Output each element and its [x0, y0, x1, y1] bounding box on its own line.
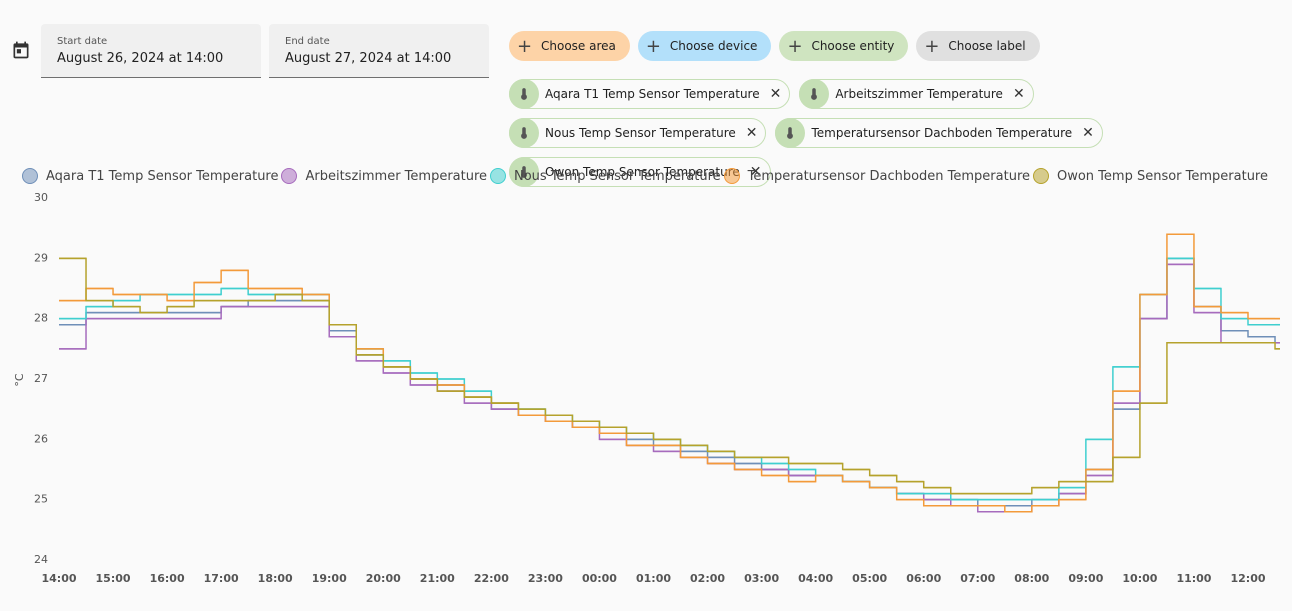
entity-name: Aqara T1 Temp Sensor Temperature: [545, 87, 760, 101]
button-label: Choose label: [948, 39, 1026, 53]
x-tick-label: 14:00: [41, 572, 76, 585]
x-tick-label: 23:00: [528, 572, 563, 585]
y-axis-label: °C: [13, 373, 26, 387]
x-tick-label: 04:00: [798, 572, 833, 585]
x-tick-label: 09:00: [1068, 572, 1103, 585]
entity-name: Owon Temp Sensor Temperature: [545, 165, 740, 179]
legend-label: Owon Temp Sensor Temperature: [1056, 168, 1268, 184]
legend-item[interactable]: Nous Temp Sensor Temperature: [490, 168, 721, 184]
x-tick-label: 18:00: [258, 572, 293, 585]
field-value: August 26, 2024 at 14:00: [57, 51, 224, 66]
remove-button[interactable]: ✕: [1012, 86, 1025, 102]
entity-icon: [509, 156, 539, 187]
button-label: Choose area: [541, 39, 616, 53]
remove-button[interactable]: ✕: [749, 164, 762, 180]
choose-button[interactable]: + Choose device: [637, 31, 772, 61]
y-tick-label: 25: [34, 493, 48, 506]
x-tick-label: 21:00: [420, 572, 455, 585]
legend-label: Arbeitszimmer Temperature: [305, 168, 488, 184]
x-tick-label: 02:00: [690, 572, 725, 585]
legend-item[interactable]: Arbeitszimmer Temperature: [281, 168, 487, 184]
x-tick-label: 07:00: [960, 572, 995, 585]
entity-icon: [509, 78, 539, 109]
entity-icon: [509, 117, 539, 148]
x-tick-label: 16:00: [150, 572, 185, 585]
remove-button[interactable]: ✕: [745, 125, 758, 141]
entity-name: Temperatursensor Dachboden Temperature: [811, 126, 1073, 140]
start-date[interactable]: Start date August 26, 2024 at 14:00: [41, 24, 261, 78]
thermometer-icon: [521, 165, 527, 178]
choose-button[interactable]: + Choose area: [509, 31, 630, 61]
series: [59, 257, 1280, 507]
entity-icon: [799, 78, 830, 109]
legend-swatch: [723, 168, 740, 184]
field-label: End date: [285, 36, 330, 47]
entity-name: Arbeitszimmer Temperature: [835, 87, 1003, 101]
choose-button[interactable]: + Choose label: [916, 31, 1040, 61]
step-connector: [59, 263, 1280, 513]
x-tick-label: 10:00: [1122, 572, 1157, 585]
x-tick-label: 20:00: [366, 572, 401, 585]
button-label: Choose entity: [811, 39, 895, 53]
x-tick-label: 12:00: [1230, 572, 1265, 585]
x-tick-label: 03:00: [744, 572, 779, 585]
field-value: August 27, 2024 at 14:00: [285, 51, 452, 66]
x-tick-label: 05:00: [852, 572, 887, 585]
x-tick-label: 11:00: [1176, 572, 1211, 585]
field-label: Start date: [57, 36, 108, 47]
remove-button[interactable]: ✕: [1082, 125, 1094, 141]
step-connector: [59, 257, 1280, 495]
series: [59, 233, 1280, 513]
x-tick-label: 22:00: [474, 572, 509, 585]
legend-item[interactable]: Temperatursensor Dachboden Temperature: [723, 168, 1031, 184]
legend-swatch: [22, 168, 38, 184]
end-date[interactable]: End date August 27, 2024 at 14:00: [269, 24, 489, 78]
y-tick-label: 28: [34, 312, 48, 325]
button-label: Choose device: [669, 39, 758, 53]
x-tick-label: 06:00: [906, 572, 941, 585]
legend: Aqara T1 Temp Sensor Temperature Arbeitsz…: [22, 168, 1268, 184]
y-tick-label: 27: [34, 372, 48, 385]
legend-label: Temperatursensor Dachboden Temperature: [747, 168, 1031, 184]
entity-chip[interactable]: Nous Temp Sensor Temperature ✕: [509, 117, 767, 148]
x-tick-label: 19:00: [312, 572, 347, 585]
legend-label: Aqara T1 Temp Sensor Temperature: [46, 168, 279, 184]
thermometer-icon: [787, 126, 794, 139]
entity-name: Nous Temp Sensor Temperature: [545, 126, 736, 140]
thermometer-icon: [521, 126, 527, 139]
thermometer-icon: [521, 87, 527, 100]
x-tick-label: 00:00: [582, 572, 617, 585]
entity-chip[interactable]: Arbeitszimmer Temperature ✕: [799, 78, 1034, 109]
entity-chip[interactable]: Aqara T1 Temp Sensor Temperature ✕: [509, 78, 791, 109]
legend-item[interactable]: Aqara T1 Temp Sensor Temperature: [22, 168, 279, 184]
choose-button[interactable]: + Choose entity: [779, 31, 909, 61]
remove-button[interactable]: ✕: [769, 86, 782, 102]
series: [59, 257, 1280, 495]
entity-chip[interactable]: Temperatursensor Dachboden Temperature ✕: [775, 117, 1103, 148]
y-tick-label: 26: [34, 432, 48, 445]
series: [59, 257, 1280, 501]
y-tick-label: 24: [34, 553, 48, 566]
calendar-icon[interactable]: [11, 40, 31, 60]
x-tick-label: 08:00: [1014, 572, 1049, 585]
legend-swatch: [281, 168, 298, 184]
step-connector: [59, 257, 1280, 507]
legend-label: Nous Temp Sensor Temperature: [514, 168, 721, 184]
y-tick-label: 29: [34, 251, 48, 264]
thermometer-icon: [811, 87, 818, 100]
step-connector: [59, 257, 1280, 501]
legend-swatch: [1032, 168, 1049, 184]
y-tick-label: 30: [34, 191, 48, 204]
legend-swatch: [490, 168, 506, 184]
legend-item[interactable]: Owon Temp Sensor Temperature: [1032, 168, 1268, 184]
x-tick-label: 15:00: [96, 572, 131, 585]
x-tick-label: 17:00: [204, 572, 239, 585]
entity-icon: [775, 117, 806, 148]
series: [59, 263, 1280, 513]
x-tick-label: 01:00: [636, 572, 671, 585]
